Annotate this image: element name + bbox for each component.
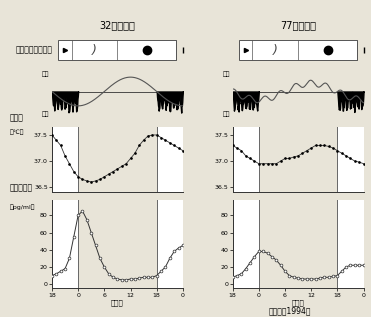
X-axis label: 時　刻: 時 刻 (292, 299, 305, 306)
Bar (157, 194, 183, 288)
Text: 睡眠・覚醒リズム: 睡眠・覚醒リズム (15, 45, 52, 54)
Bar (233, 122, 259, 192)
Bar (52, 194, 78, 288)
Bar (233, 194, 259, 288)
Text: ): ) (273, 43, 278, 56)
Text: （℃）: （℃） (10, 129, 24, 135)
Bar (59, 40, 176, 60)
Text: ): ) (92, 43, 97, 56)
Text: 覚醒: 覚醒 (223, 71, 230, 77)
Text: 直腸温: 直腸温 (10, 113, 24, 122)
Bar (157, 122, 183, 192)
Text: メラトニン: メラトニン (10, 184, 33, 193)
Text: 32歳　男性: 32歳 男性 (99, 20, 135, 30)
Bar (337, 122, 364, 192)
Text: 睡眠: 睡眠 (42, 112, 49, 117)
Text: 覚醒: 覚醒 (42, 71, 49, 77)
Bar (337, 194, 364, 288)
Text: （pg/ml）: （pg/ml） (10, 205, 36, 210)
Bar (52, 122, 78, 192)
X-axis label: 時　刻: 時 刻 (111, 299, 124, 306)
Bar (239, 40, 357, 60)
Text: （三島、1994）: （三島、1994） (268, 307, 311, 315)
Text: 睡眠: 睡眠 (223, 112, 230, 117)
Text: 77歳　男性: 77歳 男性 (280, 20, 316, 30)
